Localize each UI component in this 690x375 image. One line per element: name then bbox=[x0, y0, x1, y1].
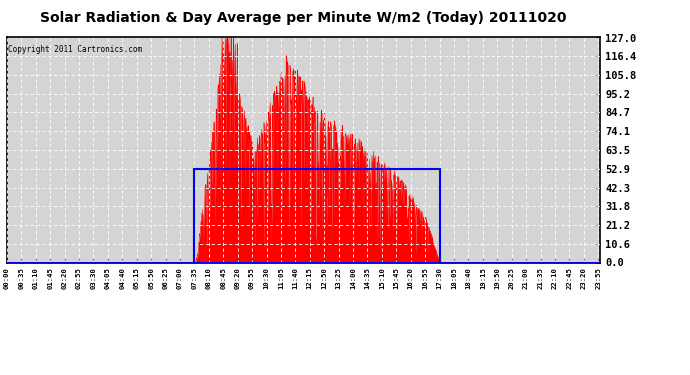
Text: Copyright 2011 Cartronics.com: Copyright 2011 Cartronics.com bbox=[8, 45, 142, 54]
Bar bbox=[195, 169, 440, 262]
Text: Solar Radiation & Day Average per Minute W/m2 (Today) 20111020: Solar Radiation & Day Average per Minute… bbox=[40, 11, 567, 25]
